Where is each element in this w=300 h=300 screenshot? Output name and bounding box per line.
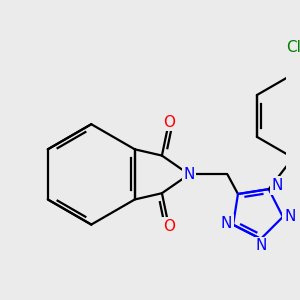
- Text: N: N: [272, 178, 283, 193]
- Text: N: N: [284, 209, 296, 224]
- Text: O: O: [163, 115, 175, 130]
- Text: Cl: Cl: [286, 40, 300, 55]
- Text: O: O: [163, 219, 175, 234]
- Text: N: N: [183, 167, 195, 182]
- Text: N: N: [255, 238, 266, 253]
- Text: N: N: [220, 216, 232, 231]
